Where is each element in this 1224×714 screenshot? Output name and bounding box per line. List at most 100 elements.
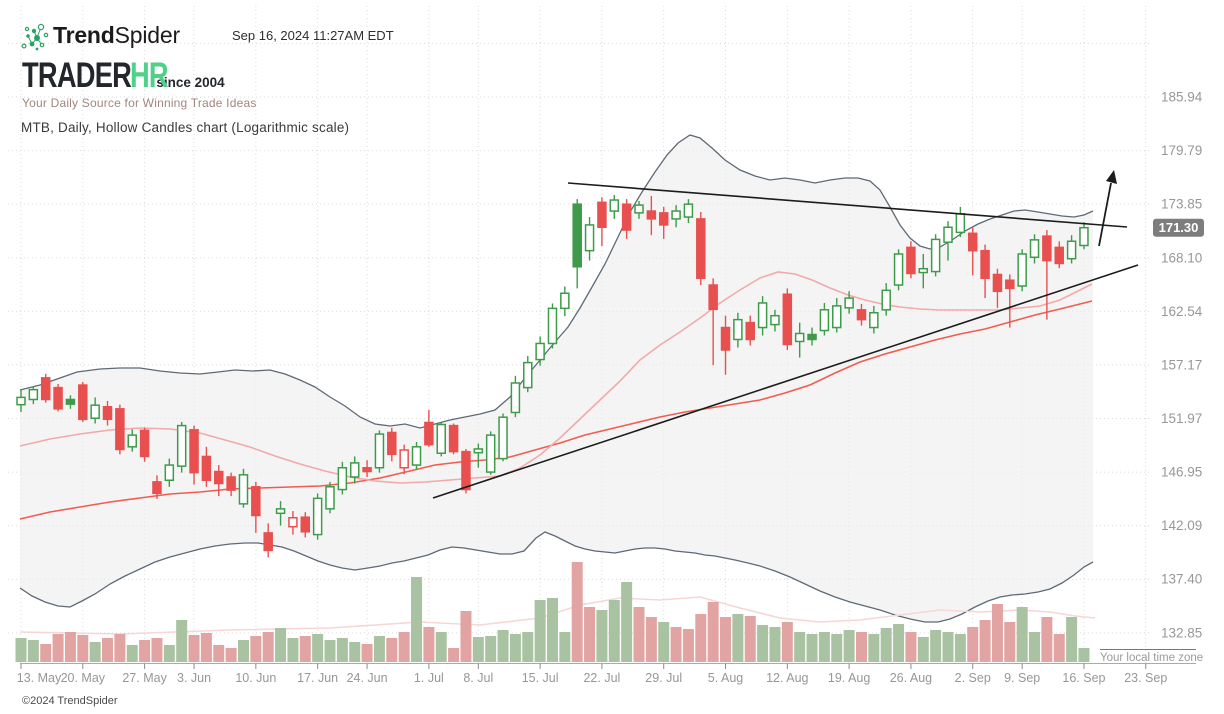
volume-bar [27,640,39,662]
volume-bar [1041,617,1053,662]
traderhr-tagline: Your Daily Source for Winning Trade Idea… [22,96,257,110]
candle [288,511,298,535]
candle [300,512,311,538]
x-axis-label: 19. Aug [828,671,870,685]
candle [325,481,335,514]
volume-bar [855,632,867,662]
volume-bar [139,640,151,662]
candle [770,309,780,332]
candle [634,200,644,219]
up-arrow-annotation[interactable] [1098,170,1117,247]
volume-bar [423,627,435,662]
x-axis-label: 22. Jul [583,671,620,685]
current-price-text: 171.30 [1159,220,1199,235]
candle [411,442,422,470]
candle [1054,241,1064,269]
price-axis-label: 157.17 [1161,357,1202,372]
candle [547,303,558,349]
candle [992,268,1003,308]
brand-light: Spider [114,22,180,48]
volume-bar [781,622,793,662]
volume-bar [188,635,200,662]
candle [201,446,212,487]
volume-bar [485,636,497,662]
trendline-descending-resistance[interactable] [567,182,1128,228]
candle [943,221,953,261]
volume-bar [942,632,954,662]
brand-wordmark: TrendSpider [53,22,180,49]
candle [127,429,137,452]
volume-pane [15,562,1090,662]
candle [1066,235,1077,264]
candle [930,234,941,277]
volume-bar [349,642,361,662]
candle [980,244,990,299]
price-axis-label: 142.09 [1161,518,1202,533]
volume-bar [608,600,620,662]
candle [40,373,51,403]
volume-bar [40,644,52,662]
volume-bar [682,629,694,662]
candle [1042,230,1052,320]
volume-bar [1004,622,1016,662]
candle [251,481,261,533]
candle [1005,274,1015,328]
sma-red-line [19,300,1093,520]
candle [757,296,768,336]
x-axis-label: 3. Jun [177,671,211,685]
price-axis-label: 179.79 [1161,143,1202,158]
candle [1017,249,1027,292]
volume-bar [411,577,423,662]
volume-bar [114,634,126,662]
candle [152,475,162,499]
chart-title: MTB, Daily, Hollow Candles chart (Logari… [21,120,350,135]
volume-bar [930,630,942,662]
volume-bar [275,628,287,662]
candle [436,421,446,457]
candle [349,456,360,484]
candle [535,336,545,366]
candle [424,409,434,447]
volume-bar [336,638,348,662]
candle [312,493,323,540]
price-axis-label: 185.94 [1161,90,1203,105]
x-axis-label: 5. Aug [708,671,743,685]
x-axis-label: 13. May [17,671,62,685]
price-axis-label: 132.85 [1161,625,1202,640]
traderhr-logo-main: TRADER [22,56,132,95]
candle [794,322,805,358]
volume-bar [262,632,274,662]
bollinger-band-fill [20,135,1093,622]
candle [572,199,582,289]
volume-bar [15,638,27,662]
price-axis-label: 151.97 [1161,411,1202,426]
price-axis-label: 162.54 [1161,304,1203,319]
candle [53,384,63,412]
traderhr-logo: TRADER HR since 2004 [22,56,225,96]
candle [819,302,830,336]
volume-bar [954,634,966,662]
candle [584,217,595,261]
volume-bar [546,598,558,662]
x-axis-label: 20. May [61,671,106,685]
x-axis-label: 2. Sep [955,671,991,685]
candle [399,444,409,475]
candle [906,241,916,279]
candle [238,468,249,508]
x-axis-label: 12. Aug [766,671,808,685]
volume-bar [806,634,818,662]
copyright-note: ©2024 TrendSpider [22,695,118,707]
candles [16,195,1089,558]
volume-bar [720,617,732,662]
candle [510,375,521,418]
volume-bar [991,604,1003,662]
x-axis-label: 1. Jul [414,671,444,685]
volume-bar [695,614,707,662]
trendline-ascending-support[interactable] [432,264,1139,499]
bollinger-band [19,134,1094,623]
candle [893,249,904,291]
candle [844,291,854,314]
candle [683,199,694,224]
